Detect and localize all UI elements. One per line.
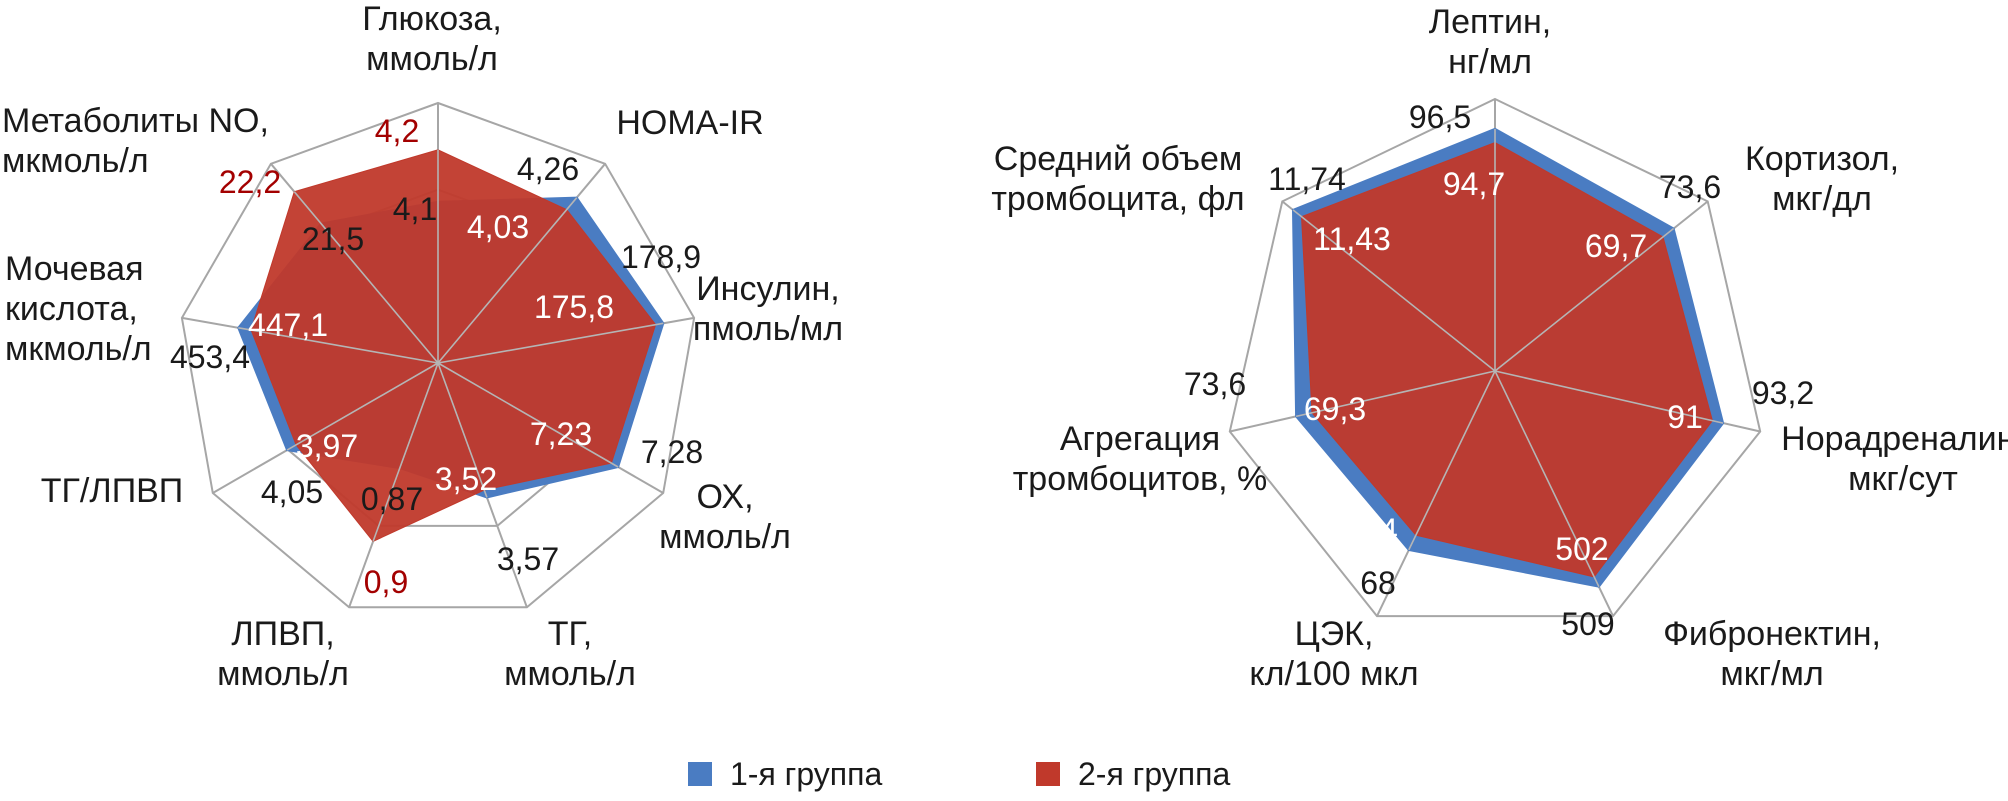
data-label-group2: 447,1	[248, 307, 328, 343]
data-label-group1: 4,05	[261, 474, 323, 510]
legend-item-group2: 2-я группа	[1036, 752, 1230, 796]
legend: 1-я группа 2-я группа	[0, 752, 2008, 796]
axis-label: Метаболиты NO, мкмоль/л	[2, 102, 269, 180]
legend-item-group1: 1-я группа	[688, 752, 882, 796]
grid-spoke-overlay	[1292, 209, 1496, 372]
axis-label: ТГ, ммоль/л	[504, 615, 636, 693]
legend-swatch-group2	[1036, 762, 1060, 786]
data-label-group2: 22,2	[219, 164, 281, 200]
grid-spoke-overlay	[1494, 370, 1600, 588]
data-label-group1: 178,9	[621, 239, 701, 275]
axis-label: Фибронектин, мкг/мл	[1663, 615, 1881, 693]
data-label-group1: 73,6	[1659, 169, 1721, 205]
grid-spoke-overlay	[437, 322, 664, 364]
legend-label-group2: 2-я группа	[1078, 755, 1231, 792]
data-label-group2: 175,8	[534, 289, 614, 325]
axis-label: ТГ/ЛПВП	[41, 472, 184, 510]
grid-spoke-overlay	[437, 362, 619, 468]
grid-ring	[180, 101, 696, 609]
radar-chart-left: Глюкоза, ммоль/л HOMA-IR Инсулин, пмоль/мл ОХ…	[2, 0, 843, 693]
grid-ring	[1228, 97, 1762, 618]
data-label-group1: 509	[1561, 606, 1614, 642]
data-label-group1: 93,2	[1752, 375, 1814, 411]
data-label-group1: 11,74	[1268, 161, 1346, 197]
axis-label: Норадреналин, мкг/сут	[1781, 420, 2008, 498]
data-label-group1: 3,57	[497, 541, 559, 577]
data-label-group2: 91	[1667, 399, 1703, 435]
axis-label: Агрегация тромбоцитов, %	[1013, 420, 1268, 498]
data-label-group1: 68	[1360, 565, 1396, 601]
data-label-group2: 7,23	[530, 416, 592, 452]
grid-spoke-overlay	[1295, 370, 1496, 418]
legend-label-group1: 1-я группа	[730, 755, 883, 792]
axis-label: Мочевая кислота, мкмоль/л	[5, 250, 152, 368]
data-label-group2: 4,03	[467, 209, 529, 245]
data-label-group2: 4,2	[375, 113, 419, 149]
data-label-group1: 96,5	[1409, 99, 1471, 135]
grid-spoke-overlay	[372, 362, 439, 542]
grid-spoke-overlay	[437, 197, 578, 364]
data-label-group1: 0,87	[361, 481, 423, 517]
data-label-group2: 3,52	[435, 461, 497, 497]
data-label-group2: 3,97	[296, 428, 358, 464]
axis-label: Инсулин, пмоль/мл	[693, 270, 843, 348]
data-label-group2: 69,7	[1585, 228, 1647, 264]
axis-label: ЦЭК, кл/100 мкл	[1249, 615, 1418, 693]
data-label-group2: 94,7	[1443, 166, 1505, 202]
grid-spoke-overlay	[1494, 227, 1675, 372]
data-label-group1: 453,4	[170, 339, 250, 375]
axis-label: Лептин, нг/мл	[1429, 3, 1551, 81]
data-label-group2: 502	[1555, 531, 1608, 567]
data-label-group1: 7,28	[641, 434, 703, 470]
data-label-group1: 4,1	[393, 191, 437, 227]
axis-label: Кортизол, мкг/дл	[1745, 140, 1899, 218]
data-label-group2: 0,9	[364, 564, 408, 600]
grid-spoke-overlay	[293, 191, 439, 364]
data-label-group1: 73,6	[1184, 366, 1246, 402]
grid-spoke-overlay	[437, 362, 488, 498]
legend-swatch-group1	[688, 762, 712, 786]
data-label-group2: 69,3	[1304, 391, 1366, 427]
grid-spoke-overlay	[238, 327, 439, 364]
data-label-group2: 11,43	[1313, 221, 1391, 257]
grid-spoke-overlay	[1408, 370, 1496, 551]
data-label-group1: 4,26	[517, 151, 579, 187]
axis-label: ЛПВП, ммоль/л	[217, 615, 349, 693]
axis-label: ОХ, ммоль/л	[659, 478, 791, 556]
axis-label: HOMA-IR	[616, 104, 763, 142]
grid-spoke-overlay	[286, 362, 439, 451]
axis-label: Средний объем тромбоцита, фл	[991, 140, 1244, 218]
axis-label: Глюкоза, ммоль/л	[362, 0, 502, 78]
data-label-group1: 21,5	[302, 221, 364, 257]
series-group2-area	[1300, 141, 1713, 578]
data-label-group2: 64	[1362, 512, 1398, 548]
radar-chart-right: Лептин, нг/мл Кортизол, мкг/дл Норадреналин,…	[991, 3, 2008, 693]
grid-spoke-overlay	[1494, 370, 1724, 424]
